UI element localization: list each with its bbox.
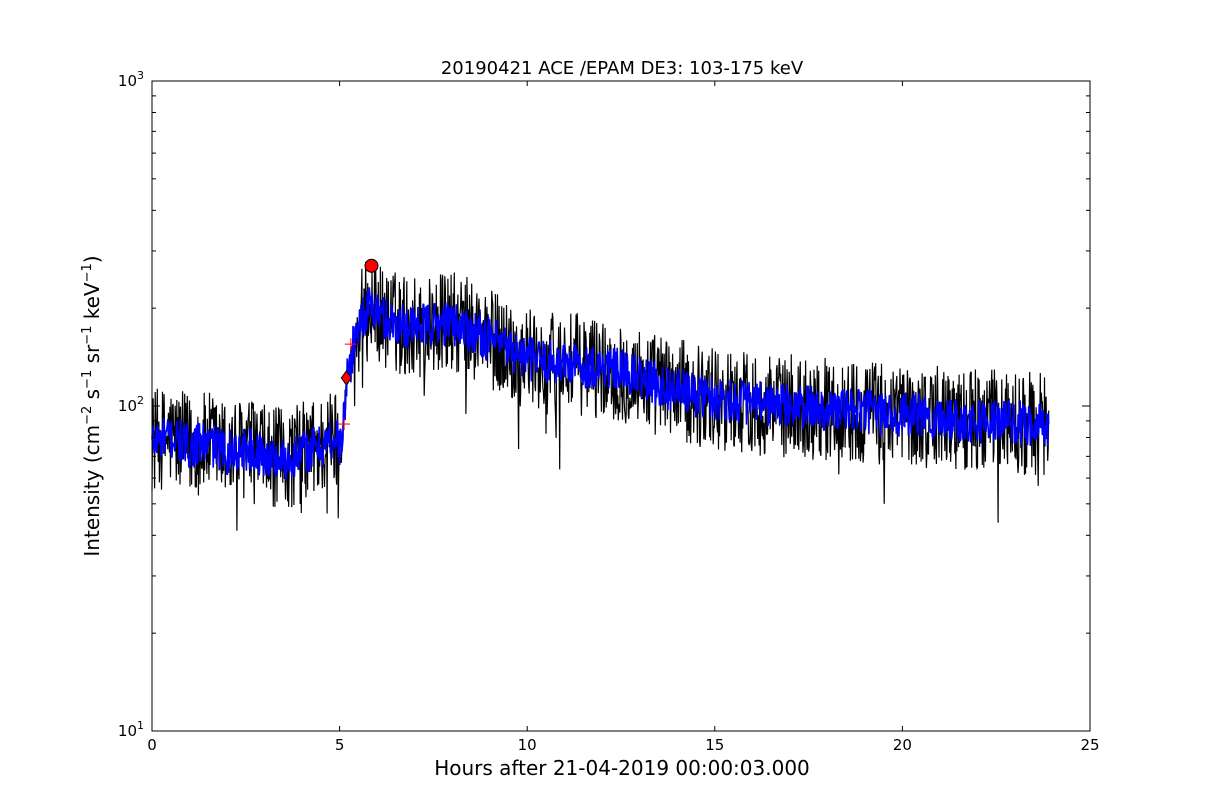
onset-marker (340, 370, 352, 386)
y-axis-ticks: 101 102 103 (118, 69, 1090, 740)
x-tick-label: 10 (518, 736, 537, 754)
x-tick-label: 25 (1080, 736, 1099, 754)
y-tick-label: 103 (118, 69, 144, 90)
x-axis-ticks: 0 5 10 15 20 25 (147, 81, 1100, 754)
x-tick-label: 20 (893, 736, 912, 754)
chart-title: 20190421 ACE /EPAM DE3: 103-175 keV (441, 58, 804, 79)
y-tick-label: 102 (118, 394, 144, 415)
peak-marker (364, 258, 379, 273)
y-axis-label: Intensity (cm−2 s−1 sr−1 keV−1) (80, 255, 104, 556)
smoothed-intensity-line (151, 287, 1050, 481)
x-tick-label: 5 (335, 736, 345, 754)
x-axis-label: Hours after 21-04-2019 00:00:03.000 (434, 756, 810, 780)
raw-intensity-line (151, 260, 1050, 531)
x-tick-label: 0 (147, 736, 157, 754)
x-tick-label: 15 (705, 736, 724, 754)
y-tick-label: 101 (118, 719, 144, 740)
event-markers (338, 258, 379, 431)
plot-series (151, 260, 1050, 531)
